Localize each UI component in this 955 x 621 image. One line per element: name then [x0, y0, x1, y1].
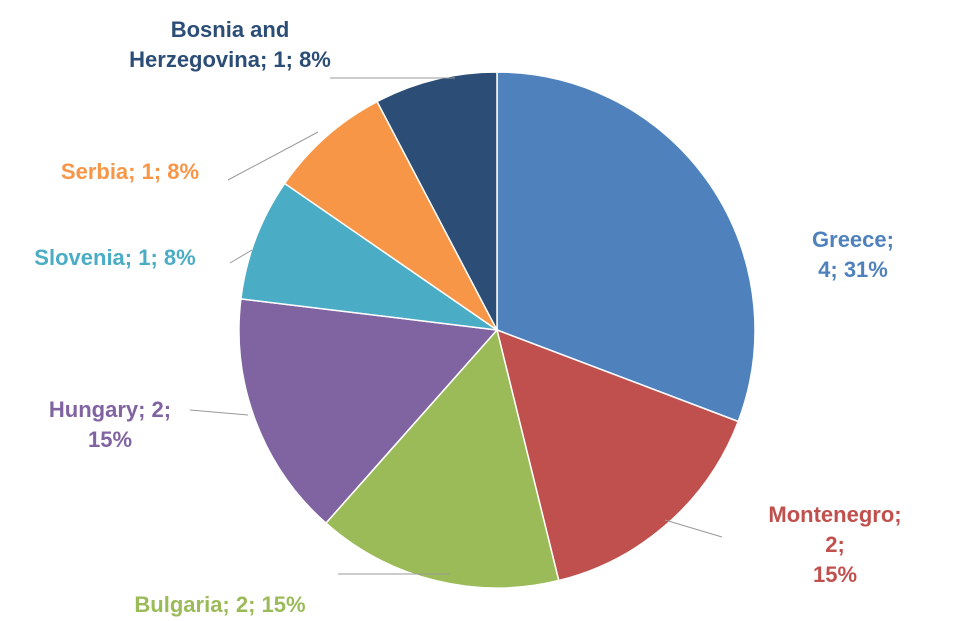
leader-line — [227, 131, 319, 181]
pie-slice — [240, 182, 498, 331]
pie-slice — [495, 328, 740, 582]
leader-line — [229, 249, 253, 264]
data-label: Bulgaria; 2; 15% — [134, 592, 306, 617]
data-label: Serbia; 1; 8% — [60, 159, 200, 184]
pie-slice — [283, 100, 498, 331]
pie-slice — [496, 71, 756, 423]
pie-slice — [324, 328, 560, 589]
leader-line — [189, 409, 249, 416]
data-label: Montenegro; 2; 15% — [768, 502, 902, 587]
leader-line — [664, 519, 723, 538]
data-label: Hungary; 2; 15% — [48, 397, 172, 452]
pie-slice — [376, 71, 498, 331]
data-label: Greece; 4; 31% — [812, 227, 894, 282]
pie-slice — [238, 298, 499, 525]
data-label: Slovenia; 1; 8% — [34, 245, 196, 270]
data-label: Bosnia and Herzegovina; 1; 8% — [129, 17, 331, 72]
